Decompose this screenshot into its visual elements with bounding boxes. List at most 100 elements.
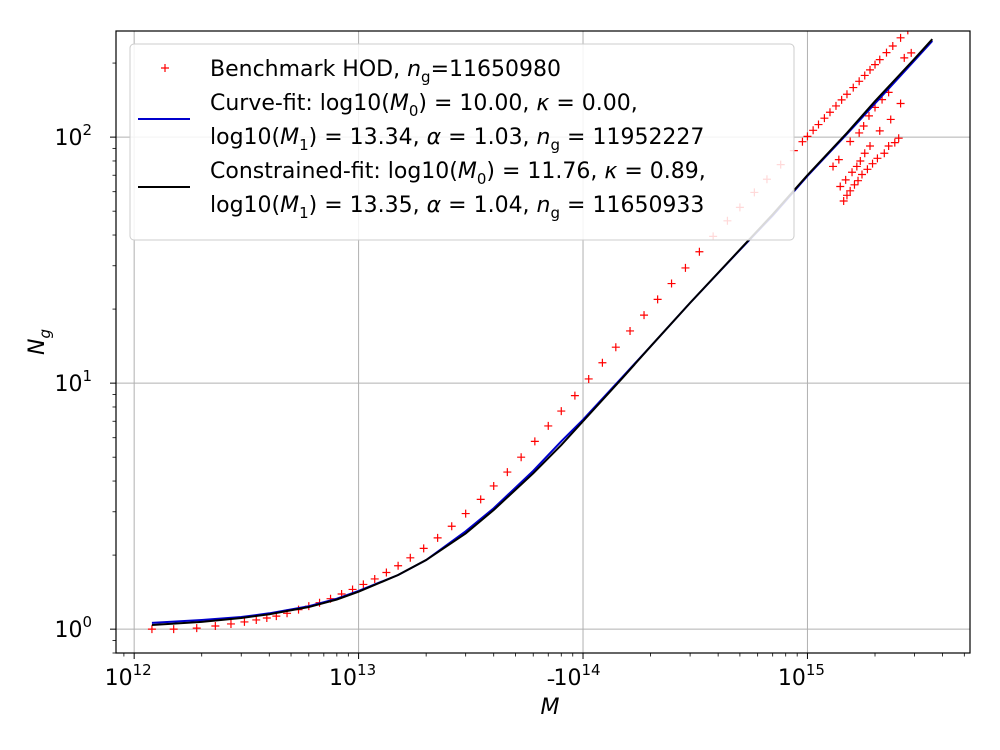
benchmark-hod-point bbox=[803, 132, 812, 141]
benchmark-hod-point bbox=[836, 182, 845, 191]
benchmark-hod-point bbox=[461, 509, 470, 518]
legend-entry-text: Curve-fit: log10(M0) = 10.00, κ = 0.00, bbox=[210, 91, 638, 120]
benchmark-hod-point bbox=[931, 0, 939, 6]
benchmark-hod-point bbox=[896, 33, 905, 42]
benchmark-hod-point bbox=[809, 126, 818, 135]
y-tick-exp: 2 bbox=[82, 121, 92, 139]
benchmark-hod-point bbox=[598, 358, 607, 367]
benchmark-hod-point bbox=[831, 101, 840, 110]
legend-text-part: log10( bbox=[210, 125, 280, 150]
y-axis-label: Ng bbox=[25, 329, 54, 355]
x-tick-base: 10 bbox=[329, 666, 357, 691]
benchmark-hod-point bbox=[907, 31, 909, 35]
x-tick-exp: 13 bbox=[357, 661, 376, 679]
x-tick-exp: 14 bbox=[581, 661, 600, 679]
benchmark-hod-point bbox=[842, 90, 851, 99]
benchmark-hod-point bbox=[894, 134, 903, 143]
y-axis-label-sub: g bbox=[36, 329, 54, 339]
y-tick-label: 100 bbox=[54, 613, 92, 643]
benchmark-hod-point bbox=[419, 544, 428, 553]
benchmark-hod-point bbox=[681, 263, 690, 272]
legend-marker-benchmark bbox=[161, 64, 169, 72]
x-tick-label: 1012 bbox=[105, 661, 152, 691]
benchmark-hod-point bbox=[570, 391, 579, 400]
benchmark-hod-point bbox=[868, 159, 877, 168]
benchmark-hod-point bbox=[447, 522, 456, 531]
benchmark-hod-point bbox=[557, 407, 566, 416]
y-tick-exp: 1 bbox=[82, 367, 92, 385]
legend-text-part: = 1.03, bbox=[441, 125, 536, 150]
benchmark-hod-point bbox=[394, 561, 403, 570]
legend-text-part: α bbox=[427, 193, 442, 218]
legend-text-part: 1 bbox=[299, 136, 309, 154]
y-axis-label-base: N bbox=[25, 339, 50, 355]
plot-frame bbox=[115, 30, 971, 654]
benchmark-hod-point bbox=[875, 55, 884, 64]
legend-entry-text: log10(M1) = 13.35, α = 1.04, ng = 116509… bbox=[210, 193, 704, 222]
benchmark-hod-point bbox=[406, 553, 415, 562]
benchmark-hod-point bbox=[920, 10, 928, 18]
benchmark-hod-point bbox=[359, 580, 368, 589]
benchmark-hod-point bbox=[846, 137, 855, 146]
x-tick-base: 10 bbox=[778, 666, 806, 691]
benchmark-hod-point bbox=[517, 453, 526, 462]
benchmark-hod-point bbox=[192, 624, 201, 633]
legend: Benchmark HOD, ng=11650980 Curve-fit: log… bbox=[129, 43, 795, 241]
benchmark-hod-point bbox=[584, 374, 593, 383]
benchmark-hod-point bbox=[863, 165, 872, 174]
legend-entry-text: log10(M1) = 13.34, α = 1.03, ng = 119522… bbox=[210, 125, 704, 154]
benchmark-hod-point bbox=[611, 343, 620, 352]
legend-text-part: ) = 10.00, bbox=[418, 91, 536, 116]
x-axis-label-bar: ¯ bbox=[546, 677, 557, 702]
benchmark-hod-point bbox=[849, 83, 858, 92]
legend-text-part: = 11650933 bbox=[560, 193, 704, 218]
benchmark-hod-point bbox=[864, 111, 873, 120]
benchmark-hod-point bbox=[884, 142, 893, 151]
benchmark-hod-point bbox=[370, 574, 379, 583]
benchmark-hod-point bbox=[882, 48, 891, 57]
legend-text-part: κ bbox=[604, 159, 617, 184]
benchmark-hod-point bbox=[856, 156, 865, 165]
benchmark-hod-point bbox=[860, 149, 869, 158]
benchmark-hod-point bbox=[839, 196, 848, 205]
benchmark-hod-point bbox=[855, 128, 864, 137]
legend-text-part: M bbox=[280, 193, 299, 218]
benchmark-hod-point bbox=[829, 162, 838, 171]
benchmark-hod-point bbox=[911, 19, 919, 27]
major-ticks bbox=[110, 136, 808, 659]
benchmark-hod-point bbox=[859, 121, 868, 130]
x-tick-base: 10 bbox=[553, 666, 581, 691]
x-tick-exp: 15 bbox=[806, 661, 825, 679]
benchmark-hod-point bbox=[896, 99, 905, 108]
benchmark-hod-point bbox=[825, 108, 834, 117]
benchmark-hod-point bbox=[798, 137, 807, 146]
y-tick-label: 101 bbox=[54, 367, 92, 397]
benchmark-hod-point bbox=[626, 326, 635, 335]
constrained-fit-line bbox=[151, 38, 934, 626]
legend-entry-text: Benchmark HOD, ng=11650980 bbox=[210, 57, 561, 86]
benchmark-hod-point bbox=[252, 615, 261, 624]
legend-text-part: =11650980 bbox=[431, 57, 561, 82]
benchmark-hod-point bbox=[880, 149, 889, 158]
benchmark-hod-point bbox=[503, 468, 512, 477]
benchmark-hod-point bbox=[873, 154, 882, 163]
benchmark-hod-point bbox=[814, 120, 823, 129]
benchmark-hod-point bbox=[866, 142, 875, 151]
benchmark-hod-point bbox=[226, 619, 235, 628]
legend-text-part: α bbox=[427, 125, 442, 150]
benchmark-hod-point bbox=[837, 95, 846, 104]
legend-box bbox=[129, 43, 795, 241]
benchmark-hod-point bbox=[888, 41, 897, 50]
benchmark-hod-point bbox=[886, 115, 895, 124]
y-tick-base: 10 bbox=[54, 126, 82, 151]
benchmark-hod-point bbox=[907, 48, 916, 57]
benchmark-hod-point bbox=[855, 77, 864, 86]
x-tick-base: 10 bbox=[105, 666, 133, 691]
legend-text-part: = 0.00, bbox=[549, 91, 637, 116]
benchmark-hod-point bbox=[820, 114, 829, 123]
benchmark-hod-point bbox=[846, 186, 855, 195]
x-tick-label: 1014 bbox=[553, 661, 600, 691]
benchmark-hod-point bbox=[640, 311, 649, 320]
